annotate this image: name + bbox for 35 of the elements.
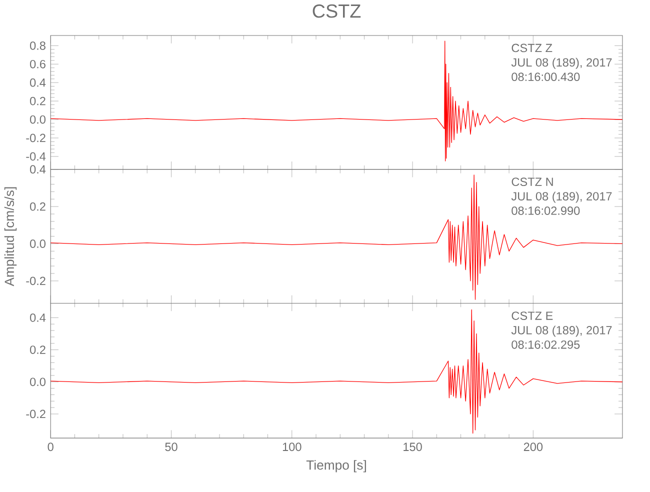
y-tick-label: 0.8	[30, 41, 46, 50]
y-tick-label: 0.0	[30, 378, 46, 386]
x-axis-title: Tiempo [s]	[306, 460, 366, 472]
y-tick-label: 0.0	[30, 239, 46, 248]
y-tick-label: -0.2	[26, 276, 46, 286]
annotation: CSTZ Z	[512, 44, 552, 52]
annotation: CSTZ E	[512, 311, 553, 320]
y-tick-label: 0.2	[30, 202, 46, 211]
y-tick-label: -0.4	[26, 152, 46, 161]
annotation: 08:16:02.295	[512, 340, 580, 349]
x-tick-label: 0	[48, 442, 54, 451]
annotation: CSTZ N	[512, 178, 553, 186]
y-tick-label: 0.2	[30, 96, 46, 106]
annotation: 08:16:02.990	[512, 206, 580, 215]
y-tick-label: 0.4	[30, 313, 46, 322]
y-tick-label: 0.0	[30, 115, 46, 124]
y-tick-label: -0.2	[26, 410, 46, 418]
x-tick-label: 50	[165, 442, 178, 451]
y-tick-label: 0.6	[30, 60, 46, 68]
annotation: JUL 08 (189), 2017	[511, 326, 612, 337]
line-series	[50, 174, 622, 300]
annotation: 08:16:00.430	[512, 72, 580, 81]
annotation: JUL 08 (189), 2017	[511, 192, 612, 203]
line-series	[50, 309, 622, 434]
x-tick-label: 150	[404, 442, 422, 451]
x-tick-label: 100	[282, 442, 302, 451]
x-tick-label: 200	[524, 442, 543, 451]
y-axis-title: Amplitud [cm/s/s]	[4, 187, 17, 286]
y-tick-label: 0.2	[30, 345, 46, 354]
annotation: JUL 08 (189), 2017	[511, 58, 612, 69]
y-tick-label: -0.2	[26, 134, 46, 142]
line-series	[50, 40, 622, 162]
y-tick-label: 0.4	[30, 78, 46, 87]
y-tick-label: 0.4	[30, 165, 46, 174]
chart-title: CSTZ	[312, 4, 361, 18]
